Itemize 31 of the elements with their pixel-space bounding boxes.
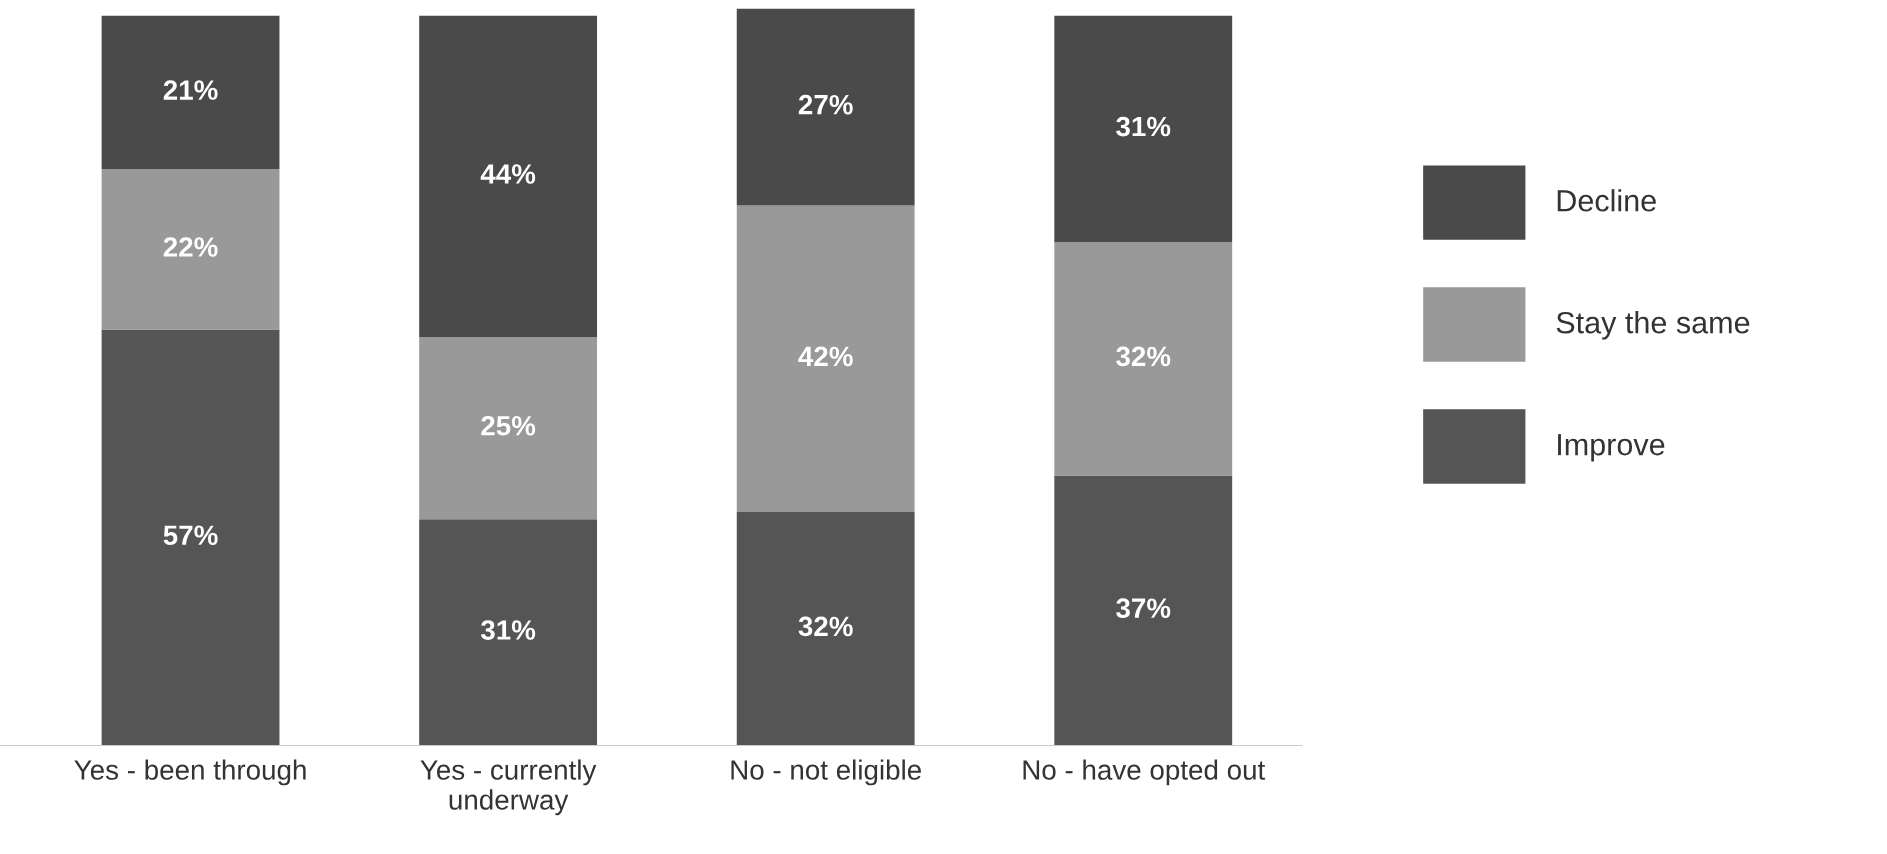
data-label: 31% [480,620,536,640]
bar [101,169,280,330]
x-tick-label: Yes - currently underway [420,759,597,816]
bar [736,512,915,746]
x-tick-label: Yes - been through [74,759,306,786]
legend-label: Decline [1557,189,1656,212]
data-label: 25% [481,415,536,436]
bar [419,519,598,746]
bar [419,15,598,337]
data-label: 22% [163,237,218,257]
bar [101,15,280,170]
data-label: 37% [1116,598,1171,619]
bar [1054,15,1233,243]
legend-label: Stay the same [1556,311,1750,340]
data-label: 27% [798,94,853,115]
data-label: 44% [480,164,536,184]
bar [101,329,280,746]
bar [1054,242,1233,476]
bar [1054,475,1233,746]
legend-label: Improve [1558,434,1665,462]
data-label: 42% [798,346,853,367]
bar [736,205,915,513]
data-label: 32% [798,616,853,637]
data-label: 57% [163,525,218,546]
data-label: 31% [1116,116,1171,137]
data-label: 32% [1116,346,1171,367]
data-label: 21% [163,80,218,100]
x-tick-label: No - not eligible [731,759,921,786]
bar [736,8,915,206]
x-tick-label: No - have opted out [1023,759,1266,786]
bar [419,336,598,520]
